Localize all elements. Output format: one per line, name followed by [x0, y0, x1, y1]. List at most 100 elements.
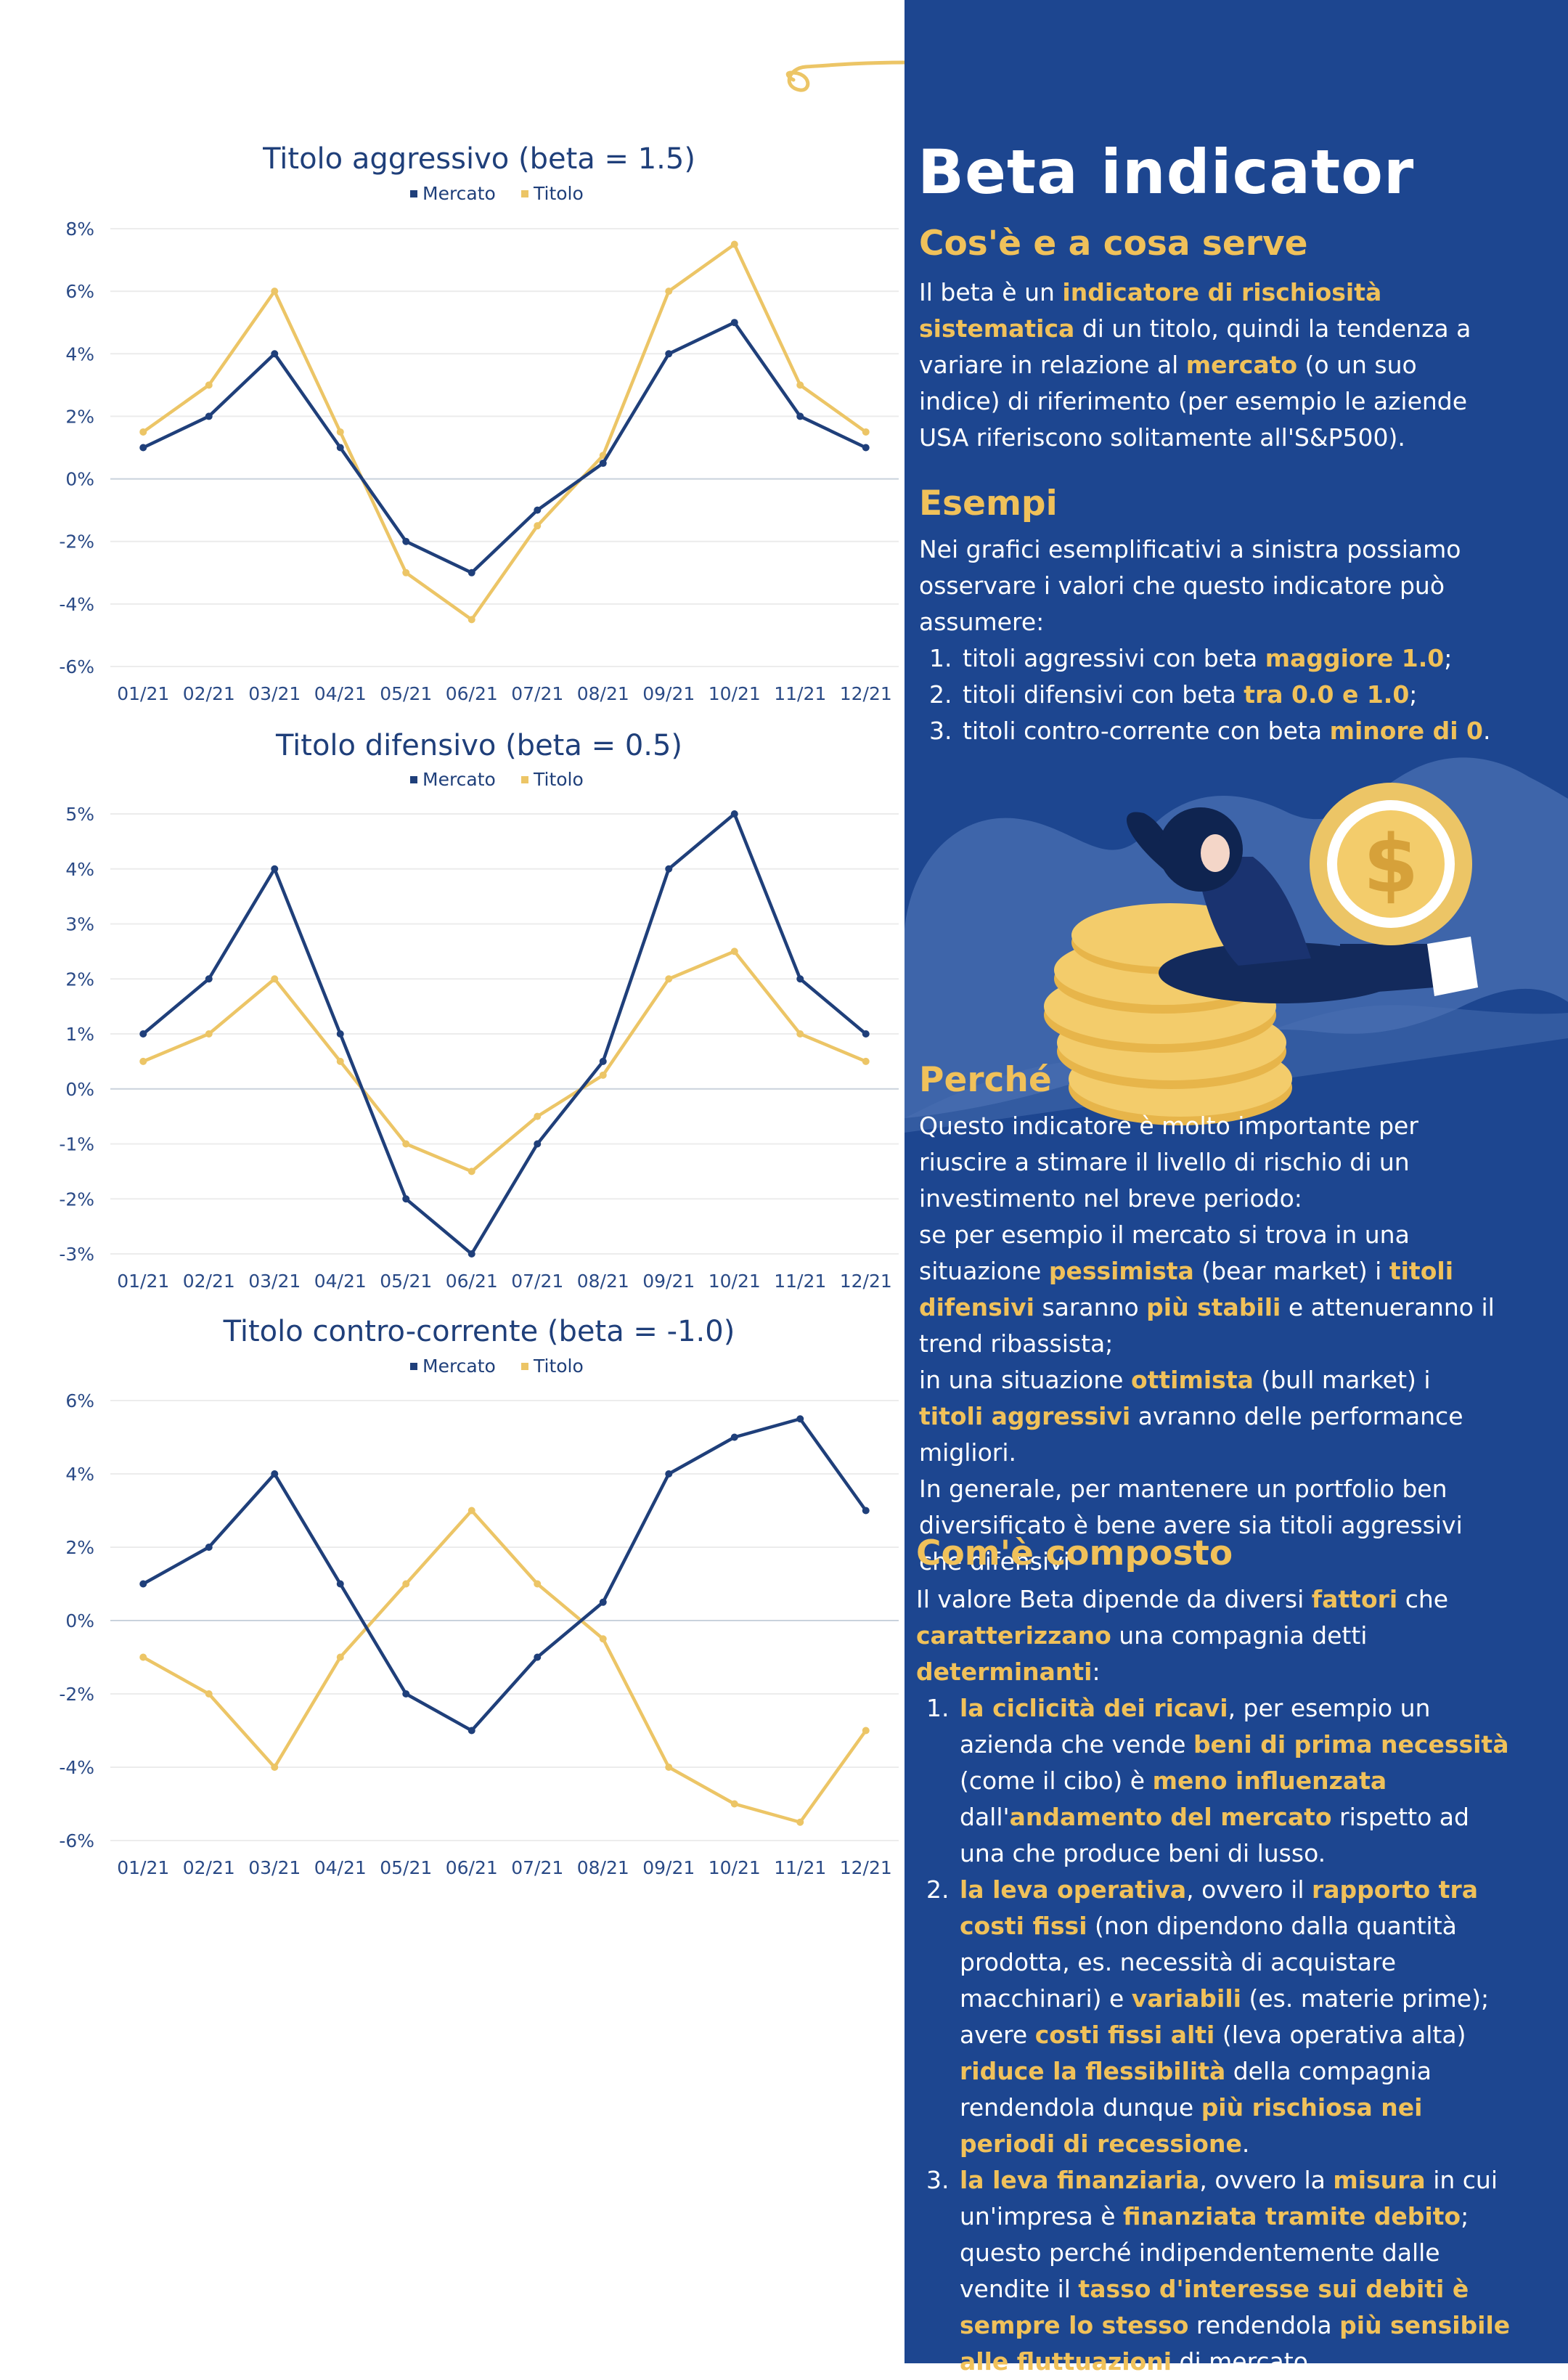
x-tick-label: 04/21 — [314, 683, 367, 704]
legend-marker-titolo — [521, 776, 528, 783]
data-point-titolo — [862, 1057, 870, 1065]
data-point-titolo — [467, 1507, 475, 1515]
chart-2: Titolo difensivo (beta = 0.5) Mercato Tito… — [59, 729, 899, 1292]
data-point-mercato — [730, 319, 738, 327]
y-tick-label: -2% — [59, 1684, 94, 1705]
y-tick-label: 8% — [65, 219, 94, 240]
y-tick-label: 5% — [65, 804, 94, 825]
data-point-mercato — [862, 444, 870, 452]
data-point-titolo — [139, 1057, 147, 1065]
data-point-mercato — [139, 1580, 147, 1588]
y-tick-label: 1% — [65, 1024, 94, 1045]
x-tick-label: 02/21 — [183, 1857, 235, 1878]
y-tick-label: -4% — [59, 594, 94, 615]
y-tick-label: 2% — [65, 969, 94, 990]
data-point-mercato — [730, 810, 738, 818]
data-point-mercato — [862, 1030, 870, 1038]
data-point-titolo — [336, 1057, 344, 1065]
paragraph-perche: Questo indicatore è molto importante per… — [919, 1112, 1495, 1576]
legend-marker-titolo — [521, 1363, 528, 1370]
data-point-mercato — [467, 568, 475, 576]
x-tick-label: 05/21 — [380, 683, 432, 704]
data-point-titolo — [730, 1800, 738, 1808]
data-point-titolo — [730, 947, 738, 955]
x-tick-label: 07/21 — [511, 1857, 563, 1878]
y-tick-label: 2% — [65, 1537, 94, 1558]
y-tick-label: 0% — [65, 469, 94, 490]
x-tick-label: 08/21 — [577, 683, 629, 704]
y-tick-label: 2% — [65, 406, 94, 427]
data-point-titolo — [402, 1580, 410, 1588]
x-tick-label: 04/21 — [314, 1857, 367, 1878]
data-point-titolo — [336, 428, 344, 436]
data-point-titolo — [862, 428, 870, 436]
data-point-mercato — [139, 444, 147, 452]
data-point-titolo — [534, 1580, 542, 1588]
data-point-mercato — [271, 1470, 279, 1478]
series-line-mercato — [142, 320, 867, 575]
coin-symbol: $ — [1363, 818, 1419, 910]
chart-title: Titolo contro-corrente (beta = -1.0) — [223, 1315, 735, 1348]
data-point-mercato — [271, 350, 279, 358]
legend-marker-titolo — [521, 190, 528, 197]
x-tick-label: 11/21 — [774, 1271, 826, 1292]
x-tick-label: 09/21 — [642, 1857, 695, 1878]
data-point-titolo — [599, 1071, 607, 1079]
data-point-mercato — [665, 350, 673, 358]
x-tick-label: 05/21 — [380, 1857, 432, 1878]
data-point-titolo — [139, 1653, 147, 1661]
heading-cos-e: Cos'è e a cosa serve — [919, 224, 1308, 264]
series-line-titolo — [142, 950, 867, 1173]
x-tick-label: 06/21 — [446, 683, 498, 704]
data-point-mercato — [796, 1415, 804, 1423]
data-point-titolo — [336, 1653, 344, 1661]
data-point-mercato — [271, 865, 279, 873]
data-point-titolo — [205, 1690, 213, 1698]
chart-3: Titolo contro-corrente (beta = -1.0) Merc… — [59, 1315, 899, 1878]
data-point-mercato — [599, 1598, 607, 1606]
legend-label-mercato: Mercato — [422, 183, 496, 204]
heading-esempi: Esempi — [919, 484, 1058, 523]
data-point-titolo — [467, 1167, 475, 1175]
x-tick-label: 10/21 — [709, 683, 761, 704]
data-point-mercato — [796, 412, 804, 420]
series-line-titolo — [142, 243, 867, 622]
data-point-mercato — [665, 1470, 673, 1478]
dollar-coin-icon: $ — [1310, 783, 1472, 945]
chart-title: Titolo difensivo (beta = 0.5) — [275, 729, 682, 762]
data-point-titolo — [534, 522, 542, 530]
data-point-mercato — [336, 1030, 344, 1038]
data-point-titolo — [271, 1764, 279, 1771]
data-point-titolo — [205, 381, 213, 389]
data-point-mercato — [402, 1690, 410, 1698]
paragraph-cos-e: Il beta è un indicatore di rischiosità s… — [919, 278, 1471, 452]
y-tick-label: 4% — [65, 859, 94, 880]
data-point-mercato — [205, 1544, 213, 1551]
data-point-titolo — [271, 975, 279, 983]
data-point-titolo — [402, 1140, 410, 1148]
x-tick-label: 03/21 — [248, 1857, 301, 1878]
legend-label-mercato: Mercato — [422, 769, 496, 790]
data-point-titolo — [665, 1764, 673, 1771]
x-tick-label: 03/21 — [248, 683, 301, 704]
series-line-mercato — [142, 1417, 867, 1732]
x-tick-label: 09/21 — [642, 1271, 695, 1292]
x-tick-label: 12/21 — [840, 1857, 892, 1878]
data-point-mercato — [467, 1727, 475, 1735]
legend-label-mercato: Mercato — [422, 1356, 496, 1377]
data-point-mercato — [205, 412, 213, 420]
decorative-squiggle — [785, 60, 907, 92]
data-point-titolo — [402, 568, 410, 576]
data-point-mercato — [336, 1580, 344, 1588]
paragraph-come-composto: Il valore Beta dipende da diversi fattor… — [916, 1581, 1511, 2380]
data-point-mercato — [402, 1195, 410, 1203]
y-tick-label: -6% — [59, 656, 94, 677]
x-tick-label: 07/21 — [511, 1271, 563, 1292]
legend-label-titolo: Titolo — [533, 1356, 584, 1377]
x-tick-label: 02/21 — [183, 1271, 235, 1292]
page-title: Beta indicator — [918, 136, 1415, 208]
legend-marker-mercato — [410, 190, 417, 197]
x-tick-label: 01/21 — [117, 1271, 169, 1292]
x-tick-label: 12/21 — [840, 1271, 892, 1292]
data-point-titolo — [665, 288, 673, 296]
